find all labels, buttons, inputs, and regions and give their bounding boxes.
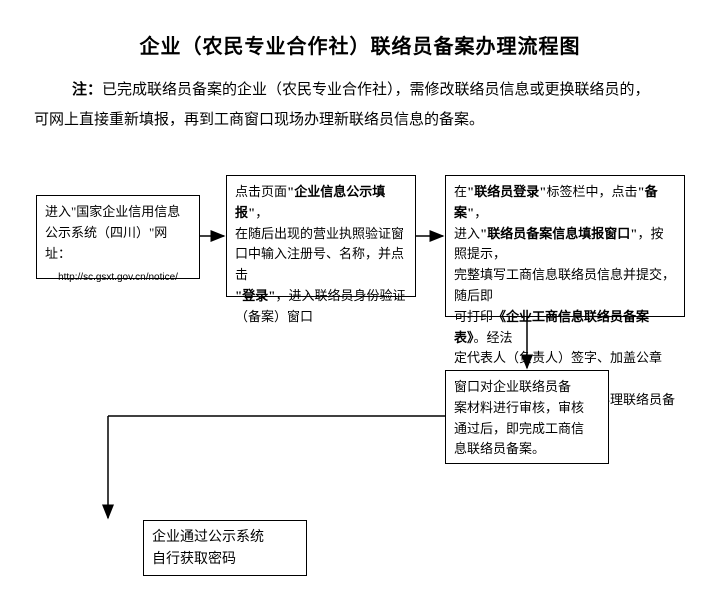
b3-l1: 在"联络员登录"标签栏中，点击"备案"，: [454, 182, 676, 224]
b5-l1: 企业通过公示系统: [152, 527, 298, 549]
intro-note: 注：已完成联络员备案的企业（农民专业合作社），需修改联络员信息或更换联络员的，可…: [72, 75, 700, 135]
b3-l3: 完整填写工商信息联络员信息并提交，随后即: [454, 265, 676, 307]
b4-l4: 息联络员备案。: [454, 439, 600, 460]
b1-l1: 进入"国家企业信用信息: [45, 202, 191, 223]
flow-step-2: 点击页面"企业信息公示填报"，在随后出现的营业执照验证窗口中输入注册号、名称，并…: [226, 175, 416, 297]
flow-step-4: 窗口对企业联络员备案材料进行审核，审核通过后，即完成工商信息联络员备案。: [445, 370, 609, 464]
page-title: 企业（农民专业合作社）联络员备案办理流程图: [0, 30, 720, 59]
intro-line1: 已完成联络员备案的企业（农民专业合作社），需修改联络员信息或更换联络员的，: [102, 82, 650, 98]
b3-l2: 进入"联络员备案信息填报窗口"，按照提示，: [454, 224, 676, 266]
b4-l2: 案材料进行审核，审核: [454, 398, 600, 419]
b2-l4: "登录"，进入联络员身份验证: [235, 286, 407, 307]
b2-l2: 在随后出现的营业执照验证窗: [235, 224, 407, 245]
b2-l5: （备案）窗口: [235, 307, 407, 328]
flow-step-3: 在"联络员登录"标签栏中，点击"备案"，进入"联络员备案信息填报窗口"，按照提示…: [445, 175, 685, 317]
flow-step-5: 企业通过公示系统自行获取密码: [143, 520, 307, 576]
b1-url: http://sc.gsxt.gov.cn/notice/: [45, 270, 191, 286]
intro-line2: 可网上直接重新填报，再到工商窗口现场办理新联络员信息的备案。: [34, 105, 700, 135]
intro-prefix: 注：: [72, 82, 102, 98]
b1-l2: 公示系统（四川）"网址：: [45, 223, 191, 265]
flow-step-1: 进入"国家企业信用信息公示系统（四川）"网址：http://sc.gsxt.go…: [36, 195, 200, 279]
b4-l1: 窗口对企业联络员备: [454, 377, 600, 398]
b5-l2: 自行获取密码: [152, 549, 298, 571]
b2-l3: 口中输入注册号、名称，并点击: [235, 244, 407, 286]
b3-l4: 可打印《企业工商信息联络员备案表》。经法: [454, 307, 676, 349]
b2-l1: 点击页面"企业信息公示填报"，: [235, 182, 407, 224]
b4-l3: 通过后，即完成工商信: [454, 419, 600, 440]
